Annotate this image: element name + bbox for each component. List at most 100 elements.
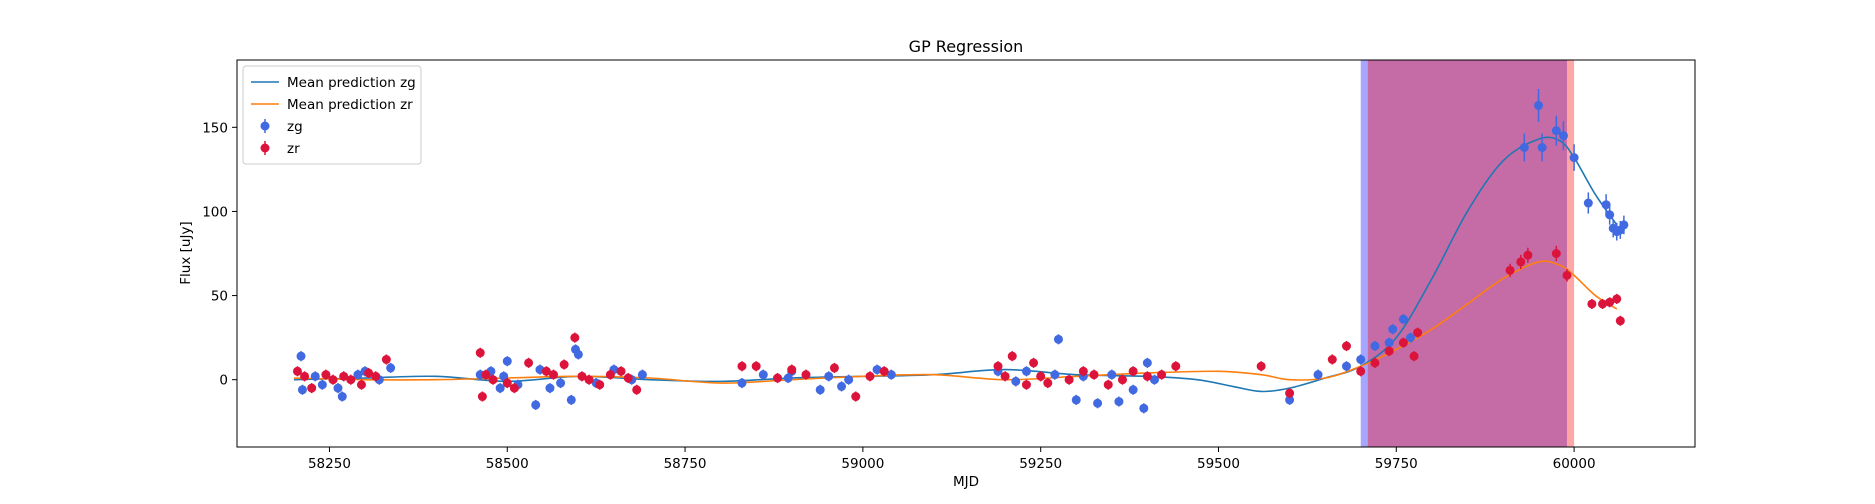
data-point-zr	[993, 361, 1003, 371]
data-point-zg	[296, 351, 306, 361]
data-point-zr	[1342, 341, 1352, 351]
data-point-zr	[1523, 250, 1533, 260]
data-point-zg	[573, 349, 583, 359]
data-point-zr	[1587, 299, 1597, 309]
x-tick-label: 59000	[841, 456, 884, 472]
data-point-zr	[1327, 355, 1337, 365]
data-point-zr	[371, 371, 381, 381]
data-point-zr	[381, 355, 391, 365]
data-point-zg	[1519, 142, 1529, 152]
data-point-zr	[1007, 351, 1017, 361]
x-tick-label: 60000	[1553, 456, 1596, 472]
data-point-zr	[321, 370, 331, 380]
data-point-zr	[1171, 361, 1181, 371]
data-point-zg	[337, 392, 347, 402]
data-point-zr	[307, 383, 317, 393]
data-point-zg	[297, 385, 307, 395]
data-point-zr	[605, 370, 615, 380]
data-point-zr	[1000, 371, 1010, 381]
data-point-zg	[758, 370, 768, 380]
legend-marker-swatch	[260, 143, 270, 153]
data-point-zr	[632, 385, 642, 395]
data-point-zg	[783, 373, 793, 383]
data-point-zr	[570, 333, 580, 343]
data-point-zr	[502, 378, 512, 388]
data-point-zg	[1107, 370, 1117, 380]
data-point-zg	[824, 371, 834, 381]
data-point-zg	[333, 383, 343, 393]
data-point-zr	[1256, 361, 1266, 371]
data-point-zr	[1605, 297, 1615, 307]
data-point-zg	[1398, 314, 1408, 324]
plot-frame	[236, 59, 1696, 448]
data-point-zg	[1011, 376, 1021, 386]
data-point-zg	[545, 383, 555, 393]
data-point-zg	[386, 363, 396, 373]
data-point-zg	[1128, 385, 1138, 395]
data-point-zg	[1142, 358, 1152, 368]
data-point-zr	[737, 361, 747, 371]
data-point-zr	[339, 371, 349, 381]
data-point-zg	[1071, 395, 1081, 405]
data-point-zg	[1537, 142, 1547, 152]
data-point-zr	[773, 373, 783, 383]
data-point-zr	[1078, 366, 1088, 376]
data-point-zr	[1285, 388, 1295, 398]
data-point-zr	[1413, 328, 1423, 338]
data-point-zr	[879, 366, 889, 376]
y-tick-label: 50	[211, 289, 228, 305]
data-point-zr	[488, 375, 498, 385]
data-point-zg	[1551, 126, 1561, 136]
x-tick-label: 59250	[1019, 456, 1062, 472]
data-point-zr	[787, 365, 797, 375]
observation-points	[292, 88, 1629, 414]
data-point-zr	[559, 360, 569, 370]
data-point-zg	[495, 383, 505, 393]
data-point-zg	[1388, 324, 1398, 334]
data-point-zr	[1064, 375, 1074, 385]
data-point-zr	[1089, 370, 1099, 380]
data-point-zr	[623, 373, 633, 383]
data-point-zg	[886, 370, 896, 380]
data-point-zg	[1050, 370, 1060, 380]
data-point-zr	[548, 370, 558, 380]
data-point-zg	[317, 380, 327, 390]
x-axis-ticks: 58250 58500 58750 59000 59250 59500 59750 60000	[308, 447, 1596, 472]
legend-label: zr	[287, 141, 300, 157]
data-point-zg	[310, 371, 320, 381]
highlight-span-1	[1360, 60, 1567, 447]
data-point-zg	[566, 395, 576, 405]
data-point-zr	[1409, 351, 1419, 361]
data-point-zg	[1053, 334, 1063, 344]
x-tick-label: 58500	[486, 456, 529, 472]
data-point-zg	[1534, 100, 1544, 110]
data-point-zg	[815, 385, 825, 395]
x-tick-label: 58750	[664, 456, 707, 472]
data-point-zr	[1128, 366, 1138, 376]
data-point-zr	[292, 366, 302, 376]
data-point-zr	[1157, 370, 1167, 380]
data-point-zr	[346, 375, 356, 385]
data-point-zg	[872, 365, 882, 375]
data-point-zr	[328, 375, 338, 385]
data-point-zg	[1114, 397, 1124, 407]
data-point-zg	[1285, 395, 1295, 405]
y-tick-label: 0	[219, 373, 228, 389]
data-point-zr	[475, 348, 485, 358]
data-point-zr	[801, 370, 811, 380]
data-point-zr	[865, 371, 875, 381]
data-point-zg	[353, 370, 363, 380]
data-point-zg	[1093, 398, 1103, 408]
data-point-zg	[1384, 338, 1394, 348]
data-point-zr	[1398, 338, 1408, 348]
data-point-zr	[1021, 380, 1031, 390]
data-point-zr	[477, 392, 487, 402]
highlight-span-2	[1367, 60, 1575, 447]
chart-title: GP Regression	[909, 37, 1024, 56]
data-point-zg	[1601, 200, 1611, 210]
data-point-zr	[524, 358, 534, 368]
x-tick-label: 58250	[308, 456, 351, 472]
data-point-zg	[1558, 131, 1568, 141]
data-point-zr	[1043, 378, 1053, 388]
